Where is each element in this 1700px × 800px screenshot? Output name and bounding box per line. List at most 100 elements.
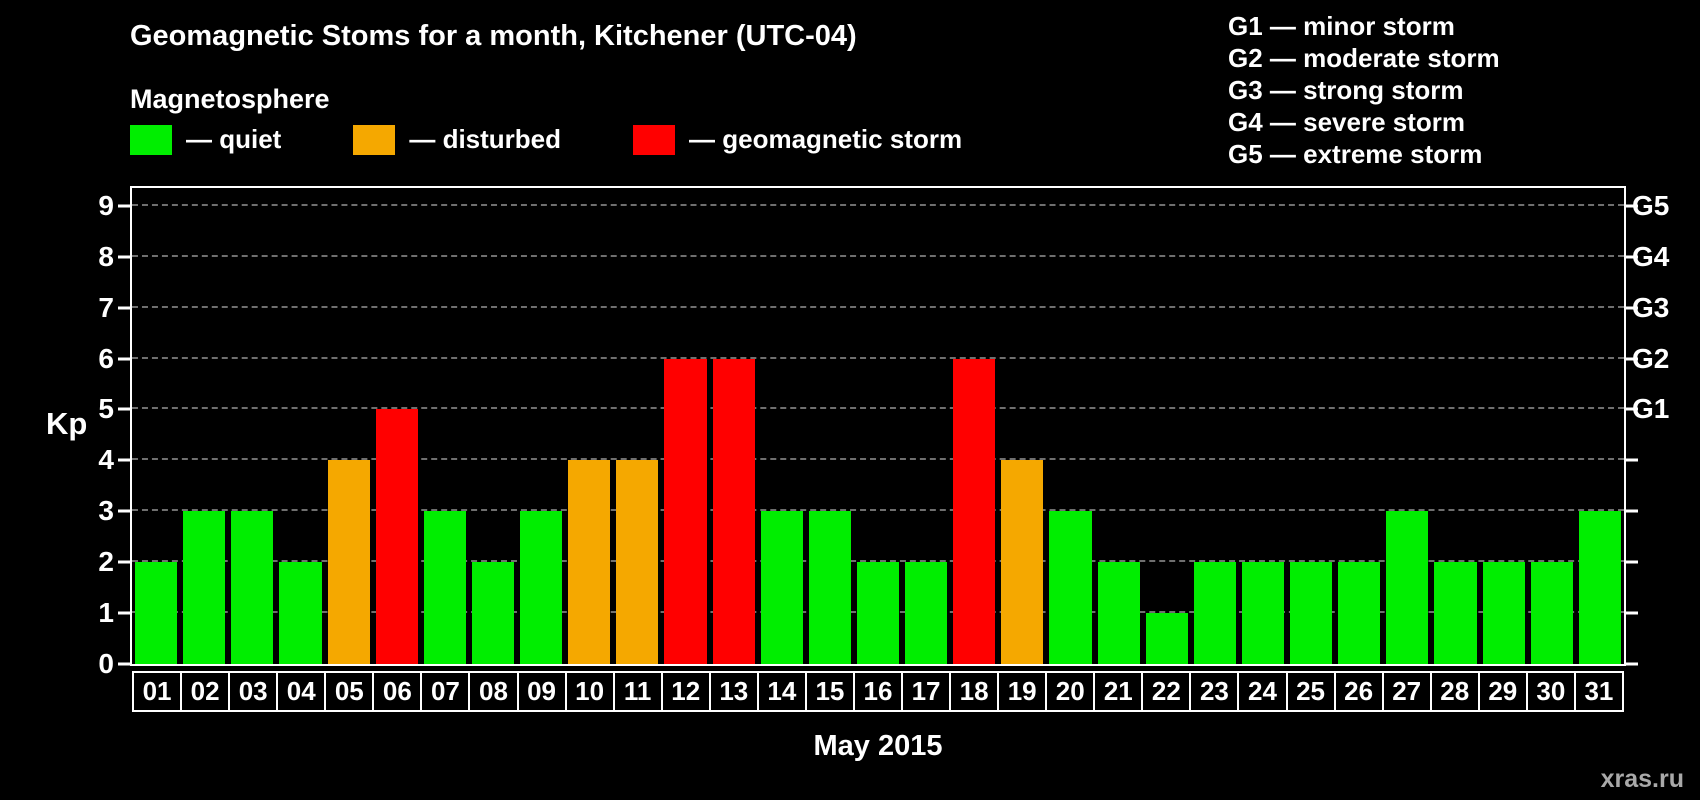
gridline-kp-4: [132, 458, 1624, 461]
gridline-kp-3: [132, 509, 1624, 512]
x-axis-title: May 2015: [813, 730, 943, 762]
left-tick-mark: [118, 357, 130, 361]
bar-day-17: [905, 562, 948, 664]
day-label-19: 19: [997, 671, 1048, 712]
bar-day-26: [1338, 562, 1381, 664]
left-tick-mark: [118, 560, 130, 564]
day-label-08: 08: [468, 671, 519, 712]
day-label-12: 12: [660, 671, 711, 712]
legend-item-storm: — geomagnetic storm: [633, 124, 962, 155]
bar-day-11: [616, 460, 659, 664]
bar-day-16: [856, 562, 899, 664]
right-tick-mark: [1626, 611, 1638, 615]
right-tick-mark: [1626, 306, 1638, 310]
storm-color-swatch: [633, 124, 676, 155]
day-label-17: 17: [901, 671, 952, 712]
left-tick-mark: [118, 204, 130, 208]
storm-scale-line-g3: G3 — strong storm: [1228, 75, 1464, 105]
day-label-13: 13: [708, 671, 759, 712]
bar-day-04: [279, 562, 322, 664]
day-label-24: 24: [1237, 671, 1288, 712]
bar-day-18: [953, 358, 996, 664]
bar-day-06: [375, 409, 418, 664]
bar-day-24: [1241, 562, 1284, 664]
day-label-01: 01: [132, 671, 183, 712]
day-label-03: 03: [228, 671, 279, 712]
bar-day-09: [520, 511, 563, 664]
bar-day-01: [135, 562, 178, 664]
y-tick-label-9: 9: [98, 189, 114, 221]
bar-day-08: [471, 562, 514, 664]
bar-day-23: [1193, 562, 1236, 664]
y-tick-label-6: 6: [98, 342, 114, 374]
day-label-07: 07: [420, 671, 471, 712]
bar-day-12: [664, 358, 707, 664]
left-tick-mark: [118, 255, 130, 259]
y-tick-label-5: 5: [98, 393, 114, 425]
legend-label-storm: — geomagnetic storm: [689, 124, 963, 154]
legend-item-disturbed: — disturbed: [353, 124, 561, 155]
bar-day-13: [712, 358, 755, 664]
gridline-kp-7: [132, 305, 1624, 308]
day-label-25: 25: [1285, 671, 1336, 712]
gridline-kp-9: [132, 203, 1624, 206]
day-label-29: 29: [1477, 671, 1528, 712]
day-label-23: 23: [1189, 671, 1240, 712]
right-tick-mark: [1626, 407, 1638, 411]
right-axis-label-g3: G3: [1632, 291, 1670, 323]
y-tick-label-1: 1: [98, 597, 114, 629]
day-label-27: 27: [1381, 671, 1432, 712]
day-label-04: 04: [276, 671, 327, 712]
day-label-28: 28: [1429, 671, 1480, 712]
right-tick-mark: [1626, 458, 1638, 462]
bar-day-25: [1290, 562, 1333, 664]
right-axis-label-g5: G5: [1632, 189, 1670, 221]
left-tick-mark: [118, 407, 130, 411]
bar-day-29: [1482, 562, 1525, 664]
left-tick-mark: [118, 611, 130, 615]
disturbed-color-swatch: [353, 124, 396, 155]
day-label-31: 31: [1573, 671, 1624, 712]
bar-day-30: [1530, 562, 1573, 664]
chart-title: Geomagnetic Stoms for a month, Kitchener…: [130, 20, 857, 52]
storm-scale-line-g5: G5 — extreme storm: [1228, 139, 1483, 169]
bar-day-03: [231, 511, 274, 664]
bar-day-15: [808, 511, 851, 664]
day-label-10: 10: [564, 671, 615, 712]
right-tick-mark: [1626, 560, 1638, 564]
day-label-06: 06: [372, 671, 423, 712]
gridline-kp-5: [132, 407, 1624, 410]
day-label-15: 15: [804, 671, 855, 712]
legend-label-disturbed: — disturbed: [409, 124, 562, 154]
right-axis-label-g4: G4: [1632, 240, 1670, 272]
day-label-02: 02: [180, 671, 231, 712]
day-label-18: 18: [949, 671, 1000, 712]
storm-scale-line-g4: G4 — severe storm: [1228, 107, 1466, 137]
magnetosphere-legend: — quiet — disturbed — geomagnetic storm: [130, 124, 1034, 155]
right-tick-mark: [1626, 357, 1638, 361]
bar-day-22: [1145, 613, 1188, 664]
bar-day-27: [1386, 511, 1429, 664]
bars-container: [132, 188, 1624, 664]
y-axis-title: Kp: [46, 406, 88, 441]
plot-area: 0 1 2 3 4 5 6 7 8 9 G1 G2 G3 G4 G5: [98, 186, 1669, 678]
bar-day-20: [1049, 511, 1092, 664]
bar-day-28: [1434, 562, 1477, 664]
day-label-16: 16: [852, 671, 903, 712]
storm-scale-line-g1: G1 — minor storm: [1228, 11, 1455, 41]
day-label-30: 30: [1525, 671, 1576, 712]
day-label-14: 14: [756, 671, 807, 712]
right-tick-mark: [1626, 662, 1638, 666]
left-tick-mark: [118, 509, 130, 513]
left-tick-mark: [118, 458, 130, 462]
day-label-22: 22: [1141, 671, 1192, 712]
quiet-color-swatch: [130, 124, 172, 155]
bar-day-05: [327, 460, 370, 664]
bar-day-07: [423, 511, 466, 664]
bar-day-31: [1578, 511, 1621, 664]
day-label-11: 11: [612, 671, 663, 712]
y-tick-label-2: 2: [98, 546, 114, 578]
day-label-21: 21: [1093, 671, 1144, 712]
y-tick-label-8: 8: [98, 240, 114, 272]
